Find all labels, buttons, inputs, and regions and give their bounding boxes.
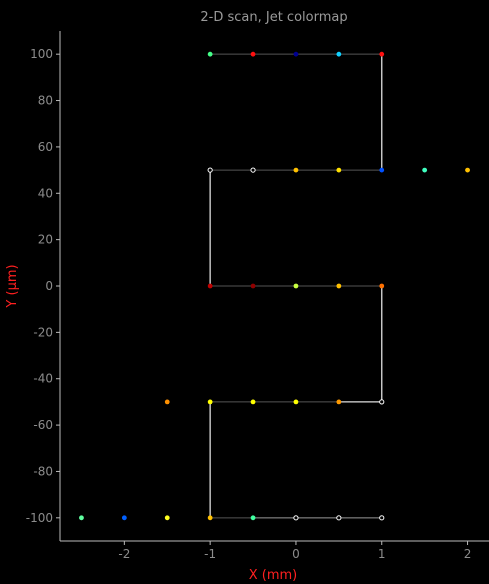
scan-point bbox=[293, 51, 299, 57]
chart-title: 2-D scan, Jet colormap bbox=[200, 10, 347, 25]
y-tick-label: 20 bbox=[38, 233, 53, 247]
scan-point bbox=[207, 167, 213, 173]
scan-point bbox=[207, 283, 213, 289]
scan-point bbox=[207, 515, 213, 521]
scan-point bbox=[293, 515, 299, 521]
scan-point bbox=[293, 167, 299, 173]
scan-point bbox=[79, 515, 84, 521]
y-tick-label: -60 bbox=[33, 418, 53, 432]
y-tick-label: -40 bbox=[33, 372, 53, 386]
scan-point bbox=[250, 515, 256, 521]
y-tick-label: 40 bbox=[38, 186, 53, 200]
scan-point bbox=[336, 399, 342, 405]
scan-point bbox=[379, 283, 385, 289]
x-tick-label: 2 bbox=[464, 547, 472, 561]
scan-point bbox=[379, 51, 385, 57]
y-tick-label: -20 bbox=[33, 325, 53, 339]
scan-point bbox=[336, 51, 342, 57]
x-tick-label: -1 bbox=[204, 547, 216, 561]
x-axis-label: X (mm) bbox=[249, 568, 298, 583]
scan-path bbox=[209, 53, 383, 519]
scan-point bbox=[250, 283, 256, 289]
scan-point bbox=[465, 167, 470, 173]
scan-point bbox=[250, 51, 256, 57]
y-axis-label: Y (µm) bbox=[5, 264, 20, 308]
scan-point bbox=[164, 515, 170, 521]
scan-point bbox=[379, 167, 385, 173]
scan-point bbox=[336, 515, 342, 521]
scan-point bbox=[336, 167, 342, 173]
y-tick-label: 60 bbox=[38, 140, 53, 154]
scan-point bbox=[293, 399, 299, 405]
scan-point bbox=[293, 283, 299, 289]
scan-point bbox=[207, 399, 213, 405]
scan-point bbox=[336, 283, 342, 289]
scan-point bbox=[121, 515, 127, 521]
scan-point bbox=[250, 399, 256, 405]
scan-point bbox=[164, 399, 170, 405]
y-tick-label: 80 bbox=[38, 94, 53, 108]
y-tick-label: -100 bbox=[26, 511, 53, 525]
x-tick-label: 1 bbox=[378, 547, 386, 561]
scan-point bbox=[422, 167, 428, 173]
x-tick-label: 0 bbox=[292, 547, 300, 561]
scan-point bbox=[379, 399, 385, 405]
axes: -2 -1 0 1 2 -100 -80 -60 -40 -20 0 20 40 60 80 100 bbox=[26, 31, 489, 561]
scan-points bbox=[79, 51, 470, 521]
y-tick-label: -80 bbox=[33, 464, 53, 478]
scan-point bbox=[379, 515, 385, 521]
y-tick-label: 100 bbox=[30, 47, 53, 61]
y-tick-label: 0 bbox=[45, 279, 53, 293]
x-tick-label: -2 bbox=[118, 547, 130, 561]
scan-point bbox=[207, 51, 213, 57]
scan-point bbox=[250, 167, 256, 173]
